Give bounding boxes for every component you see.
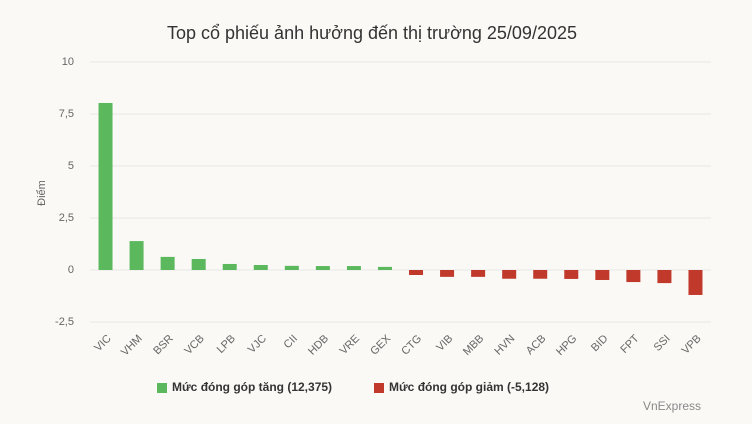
bar [284,265,299,270]
y-tick-label: -2,5 [55,316,74,328]
bar [98,102,113,270]
bar [222,263,237,270]
y-tick-label: 7,5 [59,108,74,120]
y-tick-label: 10 [62,56,74,68]
bar [160,256,175,270]
legend-swatch [374,383,384,393]
legend-swatch [157,383,167,393]
y-axis-title: Điểm [36,180,48,206]
y-tick-label: 5 [68,160,74,172]
bar [533,270,548,279]
bar [688,270,703,295]
bar [440,270,455,277]
bar [129,241,144,270]
bar [564,270,579,279]
legend-label: Mức đóng góp tăng (12,375) [172,380,332,394]
bar [502,270,517,279]
source: VnExpress [643,399,701,413]
bar [377,266,392,270]
bar [315,266,330,270]
bar [626,270,641,283]
y-tick-label: 2,5 [59,212,74,224]
chart-title: Top cổ phiếu ảnh hưởng đến thị trường 25… [167,23,577,43]
bar [253,265,268,270]
bar [409,270,424,275]
y-tick-label: 0 [68,264,74,276]
bar [471,270,486,277]
legend-label: Mức đóng góp giảm (-5,128) [389,380,549,394]
bar [346,266,361,270]
bar [657,270,672,284]
bar [595,270,610,280]
bar [191,258,206,270]
